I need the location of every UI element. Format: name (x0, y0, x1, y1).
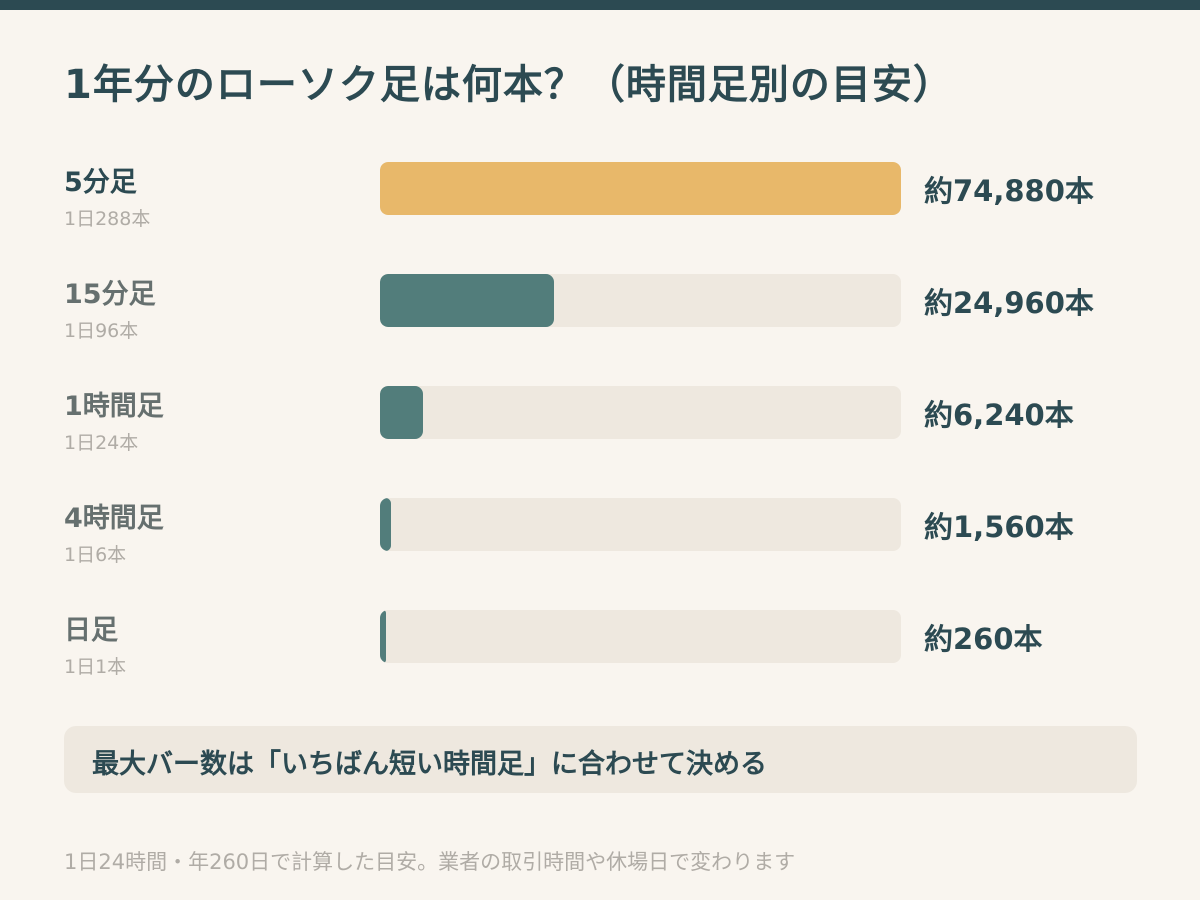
bar-row: 日足 1日1本 約260本 (0, 608, 1200, 688)
bar-value-label: 約24,960本 (924, 286, 1094, 320)
category-sublabel: 1日1本 (64, 656, 127, 678)
category-sublabel: 1日24本 (64, 432, 139, 454)
category-label: 4時間足 (64, 503, 164, 534)
footnote: 1日24時間・年260日で計算した目安。業者の取引時間や休場日で変わります (64, 850, 796, 874)
bar-fill (380, 498, 391, 551)
bar-row: 4時間足 1日6本 約1,560本 (0, 496, 1200, 576)
category-sublabel: 1日96本 (64, 320, 139, 342)
bar-track (380, 498, 901, 551)
note-box: 最大バー数は「いちばん短い時間足」に合わせて決める (64, 726, 1137, 793)
bar-row: 1時間足 1日24本 約6,240本 (0, 384, 1200, 464)
category-label: 5分足 (64, 167, 137, 198)
note-text: 最大バー数は「いちばん短い時間足」に合わせて決める (92, 749, 767, 780)
bar-track (380, 386, 901, 439)
top-accent-bar (0, 0, 1200, 10)
bar-fill (380, 610, 386, 663)
bar-value-label: 約74,880本 (924, 174, 1094, 208)
bar-value-label: 約260本 (924, 622, 1043, 656)
bar-track (380, 274, 901, 327)
bar-fill (380, 162, 901, 215)
bar-value-label: 約6,240本 (924, 398, 1074, 432)
category-label: 日足 (64, 615, 118, 646)
category-label: 15分足 (64, 279, 156, 310)
chart-title: 1年分のローソク足は何本？（時間足別の目安） (64, 62, 954, 108)
bar-row: 5分足 1日288本 約74,880本 (0, 160, 1200, 240)
bar-track (380, 610, 901, 663)
bar-fill (380, 386, 423, 439)
bar-row: 15分足 1日96本 約24,960本 (0, 272, 1200, 352)
category-sublabel: 1日6本 (64, 544, 127, 566)
bar-value-label: 約1,560本 (924, 510, 1074, 544)
bar-track (380, 162, 901, 215)
bar-fill (380, 274, 554, 327)
category-sublabel: 1日288本 (64, 208, 151, 230)
category-label: 1時間足 (64, 391, 164, 422)
